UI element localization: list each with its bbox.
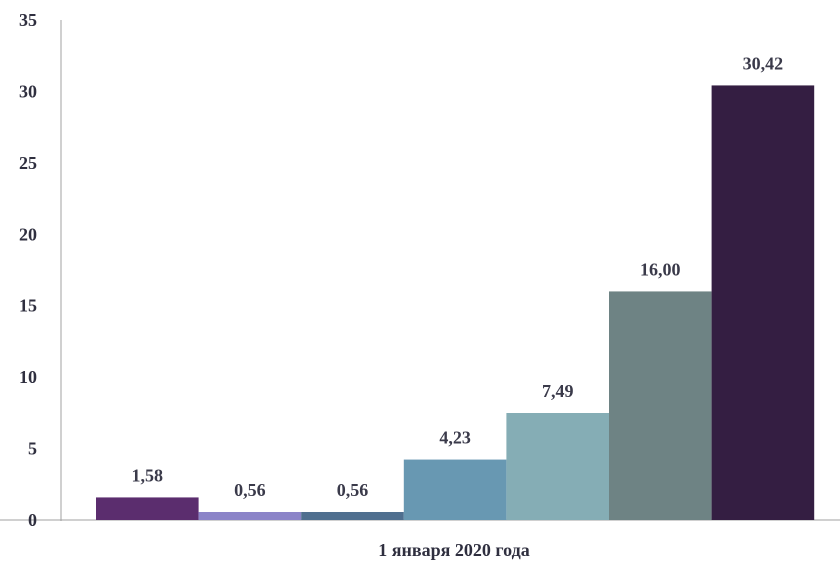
bar-value-label: 0,56 [337,480,369,500]
y-tick-label: 5 [28,439,37,459]
bar [96,497,199,520]
y-tick-label: 0 [28,510,37,530]
y-tick-label: 10 [19,367,37,387]
y-tick-label: 15 [19,296,37,316]
y-tick-label: 35 [19,10,37,30]
bar [198,512,302,520]
bar [711,85,815,520]
data-labels: 1,58 0,56 0,56 4,23 7,49 16,00 30,42 [132,53,784,500]
bar-value-label: 0,56 [234,480,266,500]
category-label: 1 января 2020 года [378,540,529,560]
bar [506,413,609,520]
y-tick-label: 20 [19,224,37,244]
bar-value-label: 16,00 [640,259,681,279]
bar-value-label: 4,23 [439,428,471,448]
y-tick-label: 30 [19,81,37,101]
bars [96,85,815,520]
bar [403,459,507,520]
bar-value-label: 7,49 [542,381,574,401]
bar-value-label: 1,58 [132,465,164,485]
y-axis-ticks: 0 5 10 15 20 25 30 35 [19,10,37,530]
bar [609,291,712,520]
bar-value-label: 30,42 [743,53,784,73]
bar [301,512,404,520]
y-tick-label: 25 [19,153,37,173]
